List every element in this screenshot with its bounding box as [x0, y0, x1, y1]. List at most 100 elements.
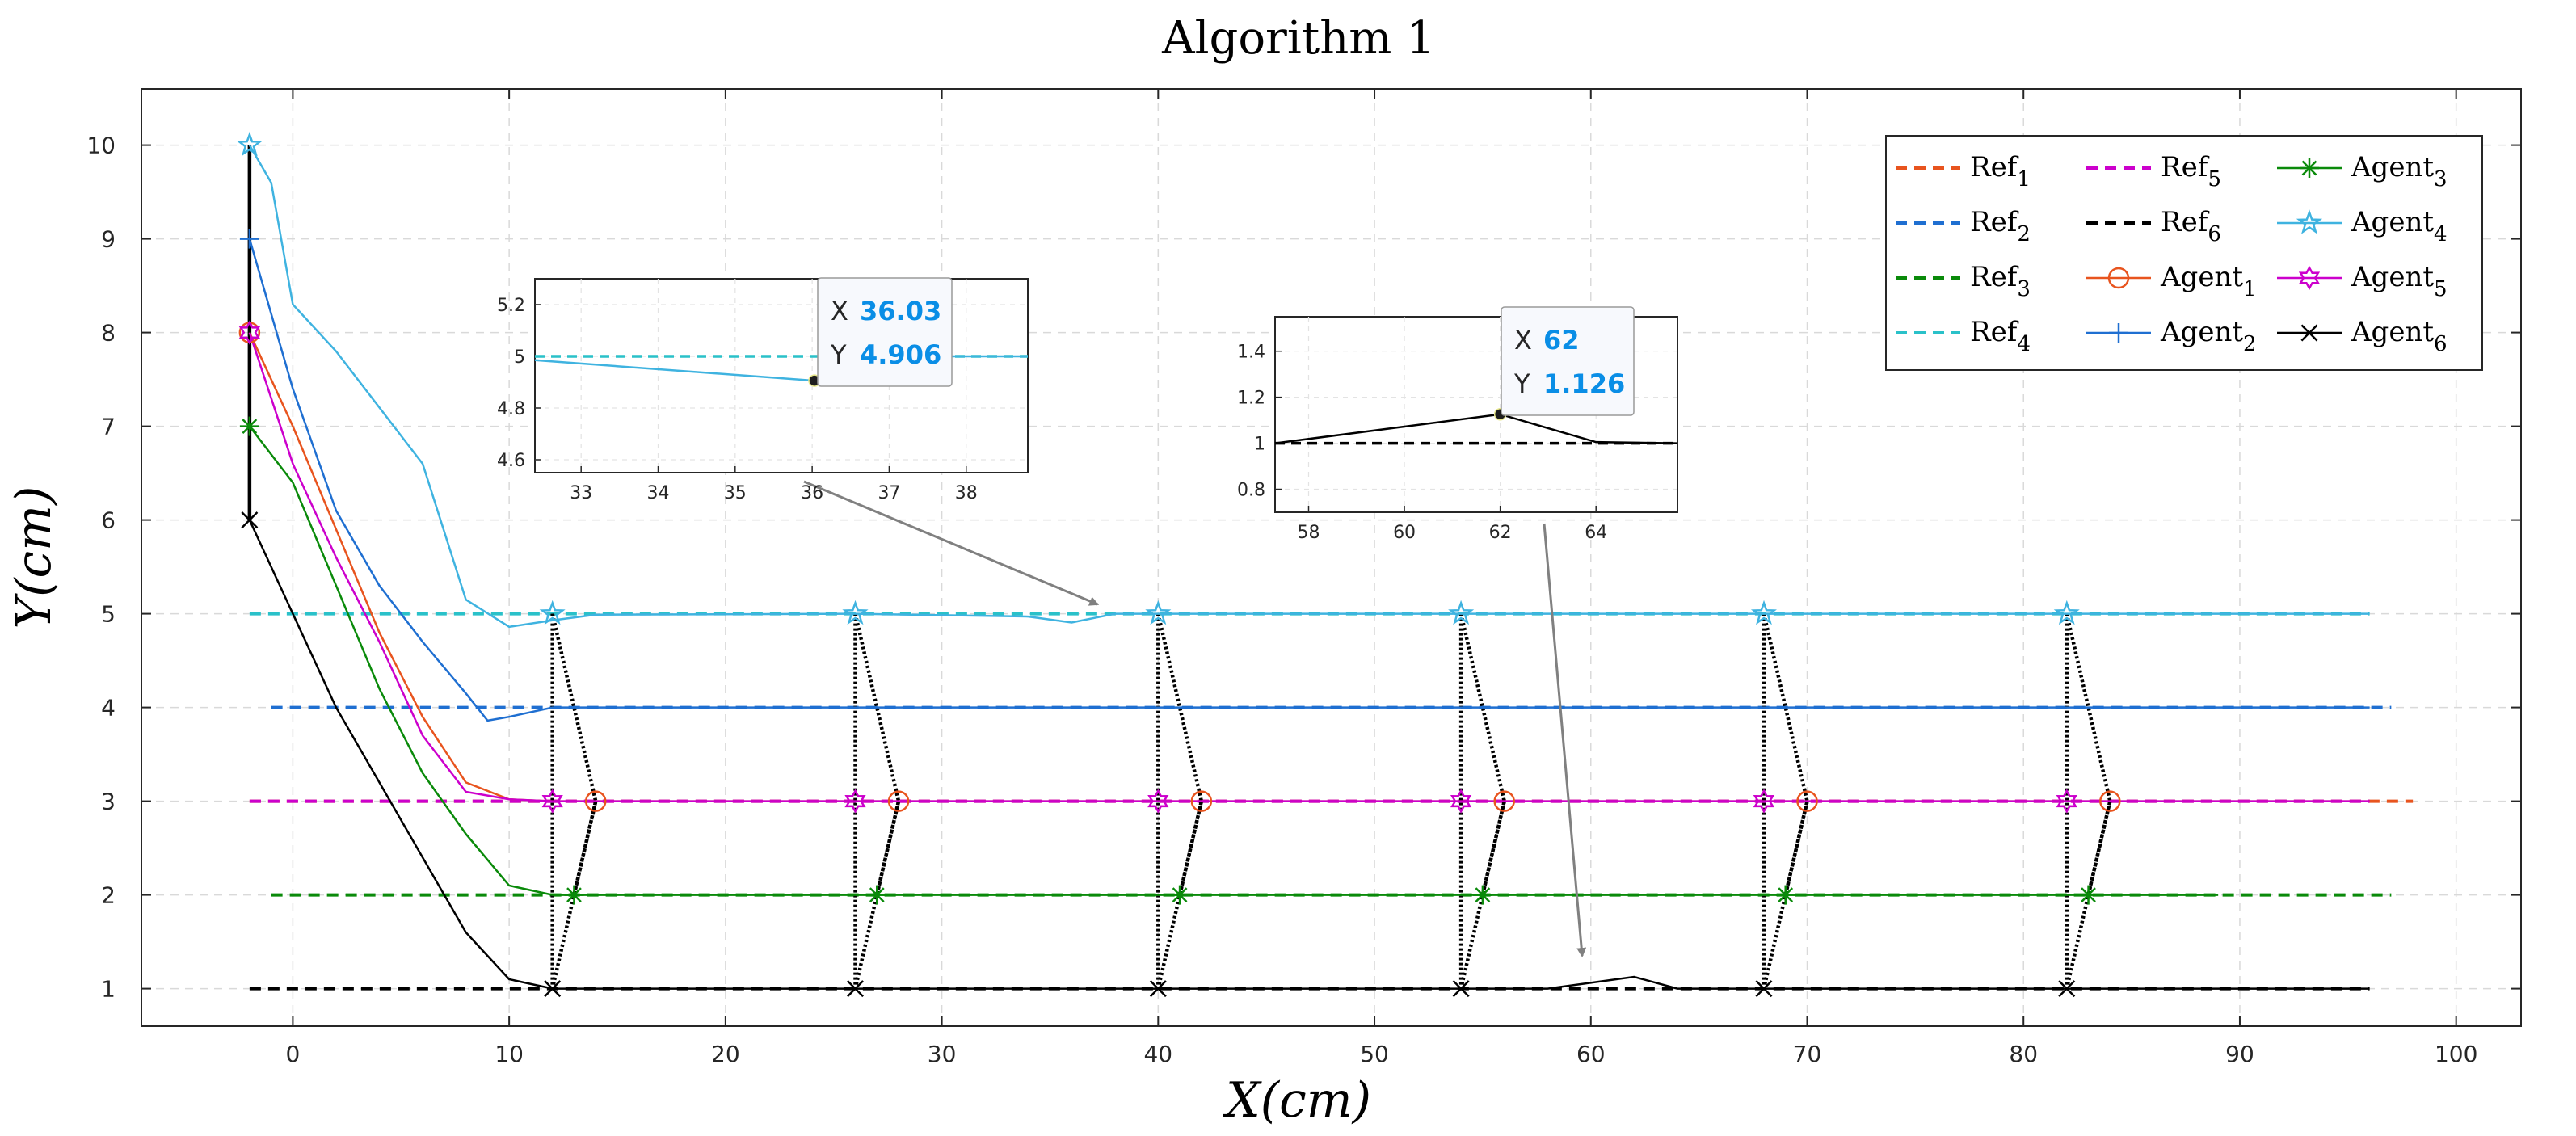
agent-4-marker — [236, 131, 263, 157]
agent-6-marker — [1755, 980, 1773, 998]
legend-entry-agent-1: Agent1 — [2086, 261, 2257, 301]
x-tick-label: 100 — [2435, 1041, 2477, 1067]
formation-link — [1783, 801, 1809, 896]
agent-5-marker — [1147, 789, 1169, 814]
legend-label-name: Agent — [2351, 206, 2434, 238]
inset-y-tick-label: 5.2 — [497, 296, 525, 316]
inset-x-tick-label: 60 — [1393, 523, 1416, 543]
legend-label: Agent6 — [2351, 316, 2448, 356]
agent-4-marker — [1145, 600, 1172, 625]
x-tick-label: 90 — [2225, 1041, 2254, 1067]
datatip-x-value: 62 — [1543, 325, 1580, 356]
x-tick-label: 0 — [285, 1041, 300, 1067]
agent-3-marker — [1472, 885, 1492, 905]
chart-title: Algorithm 1 — [1161, 12, 1435, 65]
datatip-y-label: Y — [1513, 368, 1530, 399]
legend-label: Ref4 — [1970, 316, 2031, 356]
inset-y-tick-label: 1 — [1254, 435, 1265, 455]
legend-label: Ref5 — [2161, 151, 2221, 191]
legend-marker — [2298, 265, 2321, 291]
x-tick-label: 60 — [1576, 1041, 1606, 1067]
y-tick-label: 10 — [86, 133, 116, 159]
inset-x-tick-label: 58 — [1298, 523, 1320, 543]
agent-4-marker — [2053, 600, 2080, 625]
inset-1: 33 34 35 36 37 38 4.6 4.8 5 5.2 X 36.03 Y 4.906 — [497, 277, 1029, 503]
inset-x-tick-label: 36 — [801, 483, 823, 503]
zoom-arrows — [803, 480, 1587, 957]
legend-marker — [2300, 158, 2319, 178]
legend: Ref1Ref2Ref3Ref4Ref5Ref6Agent1Agent2Agen… — [1885, 135, 2483, 371]
datatip-y-label: Y — [830, 339, 847, 370]
inset-x-tick-label: 62 — [1489, 523, 1512, 543]
agent-3-marker — [2078, 885, 2098, 905]
datatip: X 62 Y 1.126 — [1501, 306, 1635, 416]
y-tick-label: 3 — [101, 789, 116, 815]
formation-link — [1177, 801, 1204, 896]
inset-trajectory — [1274, 413, 1678, 444]
inset-y-tick-label: 1.2 — [1237, 389, 1265, 409]
legend-label: Ref6 — [2161, 206, 2221, 246]
legend-label: Ref2 — [1970, 206, 2031, 246]
legend-label-name: Ref — [2161, 206, 2210, 238]
formation-triangle — [853, 613, 901, 990]
inset-y-tick-label: 4.8 — [497, 399, 525, 419]
y-tick-label: 5 — [101, 601, 116, 628]
agent-1-marker — [1190, 790, 1213, 812]
legend-label-sub: 3 — [2017, 277, 2031, 301]
formation-link — [572, 801, 598, 896]
x-axis-ticks: 0 10 20 30 40 50 60 70 80 90 100 — [285, 89, 2477, 1067]
agent-5-marker — [238, 320, 261, 345]
legend-entry-ref-6: Ref6 — [2086, 206, 2221, 246]
inset-frame — [534, 278, 1029, 473]
inset-y-tick-label: 1.4 — [1237, 343, 1265, 363]
datatip-x-label: X — [1514, 325, 1532, 356]
y-tick-label: 9 — [101, 226, 116, 253]
x-tick-label: 80 — [2009, 1041, 2038, 1067]
x-axis-label: X(cm) — [1223, 1072, 1371, 1129]
legend-entry-agent-6: Agent6 — [2277, 316, 2448, 356]
legend-label-sub: 6 — [2434, 332, 2448, 356]
legend-label-name: Agent — [2160, 316, 2243, 348]
legend-label-name: Agent — [2351, 316, 2434, 348]
formation-link — [1480, 801, 1506, 896]
agent-1-marker — [584, 790, 607, 812]
inset-2: 58 60 62 64 0.8 1 1.2 1.4 X 62 Y 1.126 — [1237, 306, 1678, 543]
legend-marker — [2300, 324, 2318, 342]
y-axis-label: Y(cm) — [6, 486, 62, 629]
agent-4-marker — [842, 600, 869, 625]
inset-x-tick-label: 64 — [1585, 523, 1607, 543]
x-tick-label: 30 — [928, 1041, 957, 1067]
formation-triangle — [2065, 613, 2112, 990]
legend-entry-ref-1: Ref1 — [1896, 151, 2031, 191]
agent-6-marker — [241, 511, 259, 529]
agent-6-marker — [1452, 980, 1470, 998]
agent-1-marker — [2099, 790, 2121, 812]
y-tick-label: 8 — [101, 320, 116, 347]
datatip-box — [1501, 306, 1635, 416]
legend-box — [1885, 135, 2483, 371]
agent-3-marker — [867, 885, 887, 905]
datatip-y-value: 4.906 — [860, 339, 941, 370]
formation-link — [2086, 801, 2112, 896]
inset-x-tick-label: 38 — [955, 483, 978, 503]
zoom-arrow-2 — [1543, 523, 1587, 957]
formation-link — [875, 801, 901, 896]
legend-label: Agent4 — [2351, 206, 2448, 246]
inset-x-tick-label: 34 — [647, 483, 670, 503]
datatip-box — [817, 277, 953, 387]
agent-2-marker — [239, 229, 259, 249]
legend-entry-ref-2: Ref2 — [1896, 206, 2031, 246]
legend-label-sub: 5 — [2208, 167, 2221, 191]
legend-label-sub: 5 — [2434, 277, 2448, 301]
agent-5-trajectory — [248, 332, 2370, 802]
legend-label: Agent3 — [2351, 151, 2448, 191]
agent-5-marker — [541, 789, 563, 814]
legend-label-name: Ref — [1970, 261, 2019, 293]
legend-entry-ref-4: Ref4 — [1896, 316, 2031, 356]
zoom-insets: 33 34 35 36 37 38 4.6 4.8 5 5.2 X 36.03 Y 4.906 58 60 62… — [497, 277, 1678, 543]
x-tick-label: 40 — [1143, 1041, 1172, 1067]
legend-label: Ref3 — [1970, 261, 2031, 301]
formation-triangle — [1156, 613, 1204, 990]
